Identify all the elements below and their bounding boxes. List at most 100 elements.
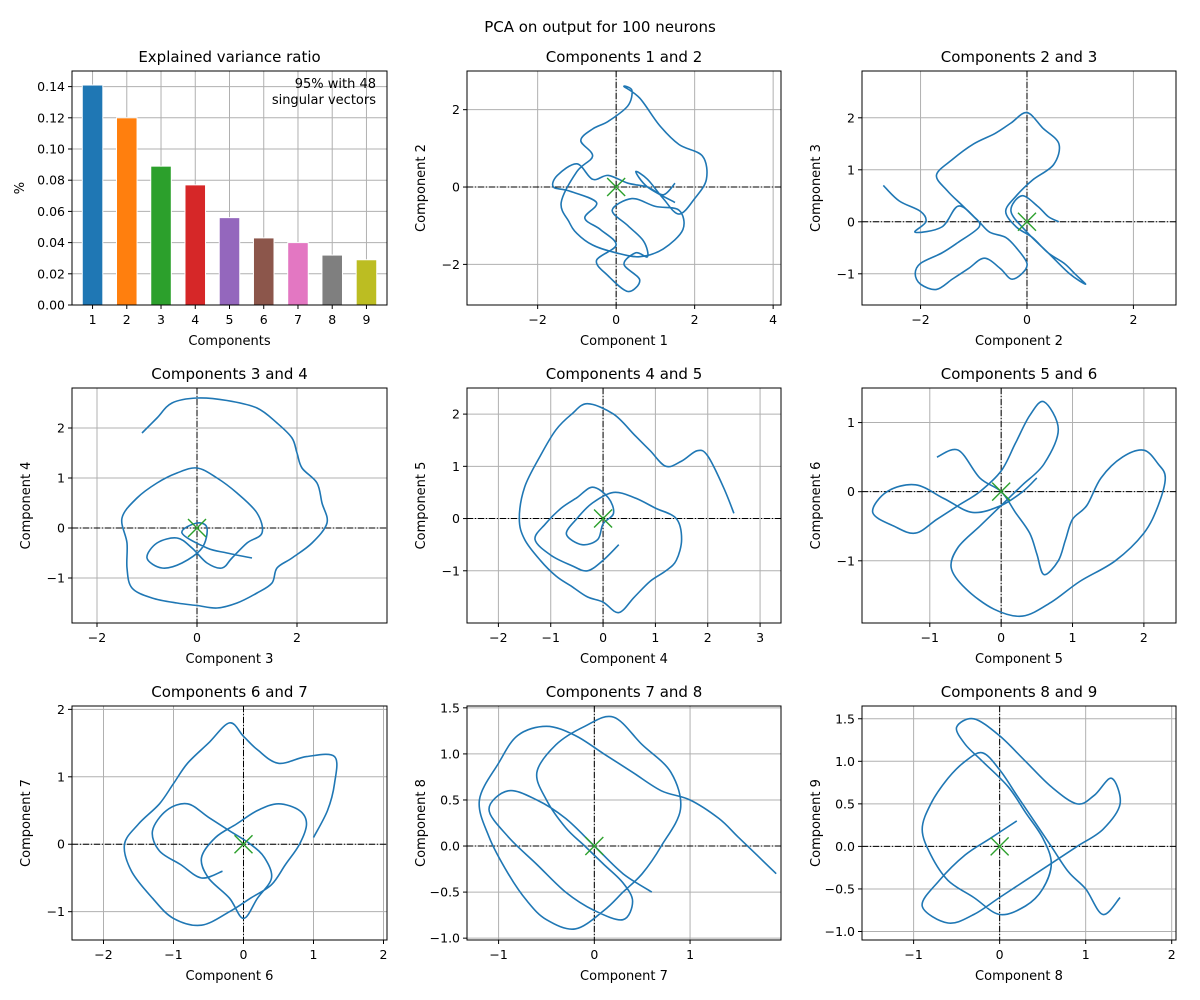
- x-axis-label: Component 7: [580, 969, 668, 984]
- trajectory-line: [882, 111, 1087, 291]
- panel-5: −2 −1 0 1 2 3 −1 0 1 2 Components 4 and 5 Component…: [414, 365, 782, 667]
- panel-2: −2 0 2 4 −2 0 2 Components 1 and 2 Component 1 Co…: [414, 48, 782, 349]
- x-tick-label: 8: [328, 312, 336, 327]
- x-tick-label: 2: [123, 312, 131, 327]
- y-tick-label: −0.5: [430, 885, 460, 900]
- y-tick-label: 1: [57, 769, 65, 784]
- x-tick-label: −1: [921, 630, 939, 645]
- annotation-line-1: 95% with 48: [295, 77, 376, 92]
- x-tick-label: 2: [293, 630, 301, 645]
- x-tick-label: −2: [911, 312, 929, 327]
- y-tick-label: 0.12: [37, 110, 65, 125]
- x-tick-label: 0: [996, 947, 1004, 962]
- y-tick-label: 1: [57, 471, 65, 486]
- y-tick-label: 0: [57, 521, 65, 536]
- grid: [862, 388, 1176, 623]
- panel-title: Components 7 and 8: [546, 683, 703, 701]
- y-tick-label: −1: [442, 563, 460, 578]
- x-tick-label: 2: [691, 312, 699, 327]
- y-tick-label: 0.02: [37, 266, 65, 281]
- bar-9: [355, 259, 378, 306]
- x-axis-label: Component 6: [186, 969, 274, 984]
- x-axis-label: Component 8: [975, 969, 1063, 984]
- y-tick-label: 1: [847, 415, 855, 430]
- panel-1: 0.00 0.02 0.04 0.06 0.08 0.10 0.12 0.14 1 2 3 4 5 6 7 8…: [13, 48, 388, 349]
- y-tick-label: 0: [847, 214, 855, 229]
- panel-3: −2 0 2 −1 0 1 2 Components 2 and 3 Component 2 Co…: [809, 48, 1177, 349]
- panel-9: −1 0 1 2 −1.0 −0.5 0.0 0.5 1.0 1.5 Components 8 an…: [809, 683, 1177, 984]
- y-tick-label: 1.0: [835, 754, 855, 769]
- x-tick-label: −1: [164, 947, 182, 962]
- grid: [467, 706, 781, 940]
- x-tick-label: −2: [528, 312, 546, 327]
- axes-frame: [71, 705, 388, 941]
- x-tick-label: 0: [612, 312, 620, 327]
- x-tick-label: −1: [904, 947, 922, 962]
- y-tick-label: −1: [837, 266, 855, 281]
- panel-title: Components 5 and 6: [941, 365, 1098, 383]
- x-tick-label: 7: [294, 312, 302, 327]
- panel-title: Components 2 and 3: [941, 48, 1098, 66]
- bar-8: [321, 254, 343, 306]
- x-tick-label: 9: [362, 312, 370, 327]
- y-tick-label: −1: [47, 571, 65, 586]
- y-tick-label: 0: [847, 484, 855, 499]
- y-tick-label: 0.5: [440, 792, 460, 807]
- y-tick-label: 0.10: [37, 142, 65, 157]
- y-tick-label: 2: [57, 421, 65, 436]
- bar-1: [81, 84, 104, 306]
- y-tick-label: 0.5: [835, 796, 855, 811]
- panel-7: −2 −1 0 1 2 −1 0 1 2 Components 6 and 7 Component …: [19, 683, 388, 984]
- x-tick-label: 2: [1140, 630, 1148, 645]
- bar-5: [218, 217, 241, 306]
- panel-title: Components 6 and 7: [151, 683, 308, 701]
- origin-x-marker: [234, 834, 253, 854]
- x-axis-label: Component 3: [186, 652, 274, 667]
- y-tick-label: 2: [452, 407, 460, 422]
- origin-x-marker: [606, 177, 626, 197]
- y-tick-label: 2: [57, 702, 65, 717]
- x-tick-label: 4: [769, 312, 777, 327]
- panel-title: Components 8 and 9: [941, 683, 1098, 701]
- trajectory-line: [120, 397, 329, 609]
- bar-2: [116, 117, 138, 306]
- y-tick-label: −1.0: [430, 931, 460, 946]
- y-tick-label: 0.04: [37, 235, 65, 250]
- panel-title: Components 1 and 2: [546, 48, 703, 66]
- x-tick-label: 1: [310, 947, 318, 962]
- x-axis-label: Component 1: [580, 334, 668, 349]
- x-tick-label: 4: [191, 312, 199, 327]
- x-axis-label: Component 5: [975, 652, 1063, 667]
- trajectory-line: [518, 402, 735, 614]
- x-tick-label: 0: [590, 947, 598, 962]
- y-axis-label: Component 5: [414, 462, 429, 550]
- annotation-line-2: singular vectors: [272, 93, 376, 108]
- trajectory-line: [551, 85, 708, 293]
- x-tick-label: 3: [157, 312, 165, 327]
- y-tick-label: 0.0: [835, 839, 855, 854]
- x-tick-label: −2: [88, 630, 106, 645]
- y-tick-label: 1: [452, 459, 460, 474]
- x-axis-label: Component 4: [580, 652, 668, 667]
- y-tick-label: 2: [847, 110, 855, 125]
- x-tick-label: 2: [704, 630, 712, 645]
- origin-x-marker: [990, 836, 1010, 856]
- x-tick-label: 0: [1023, 312, 1031, 327]
- bar-4: [184, 184, 207, 306]
- y-axis-label: %: [13, 182, 28, 194]
- y-tick-label: 0: [452, 511, 460, 526]
- y-tick-label: 0: [57, 837, 65, 852]
- origin-x-marker: [991, 482, 1011, 502]
- x-tick-label: 0: [997, 630, 1005, 645]
- axes-frame: [466, 70, 782, 306]
- axes-frame: [861, 705, 1177, 941]
- figure-suptitle: PCA on output for 100 neurons: [484, 18, 716, 36]
- y-axis-label: Component 6: [809, 462, 824, 550]
- panel-title: Components 4 and 5: [546, 365, 703, 383]
- y-tick-label: 0.14: [37, 79, 65, 94]
- origin-x-marker: [1017, 212, 1037, 232]
- y-axis-label: Component 4: [19, 462, 34, 550]
- y-tick-label: 0: [452, 180, 460, 195]
- axes-frame: [466, 387, 782, 624]
- y-tick-label: −1: [837, 553, 855, 568]
